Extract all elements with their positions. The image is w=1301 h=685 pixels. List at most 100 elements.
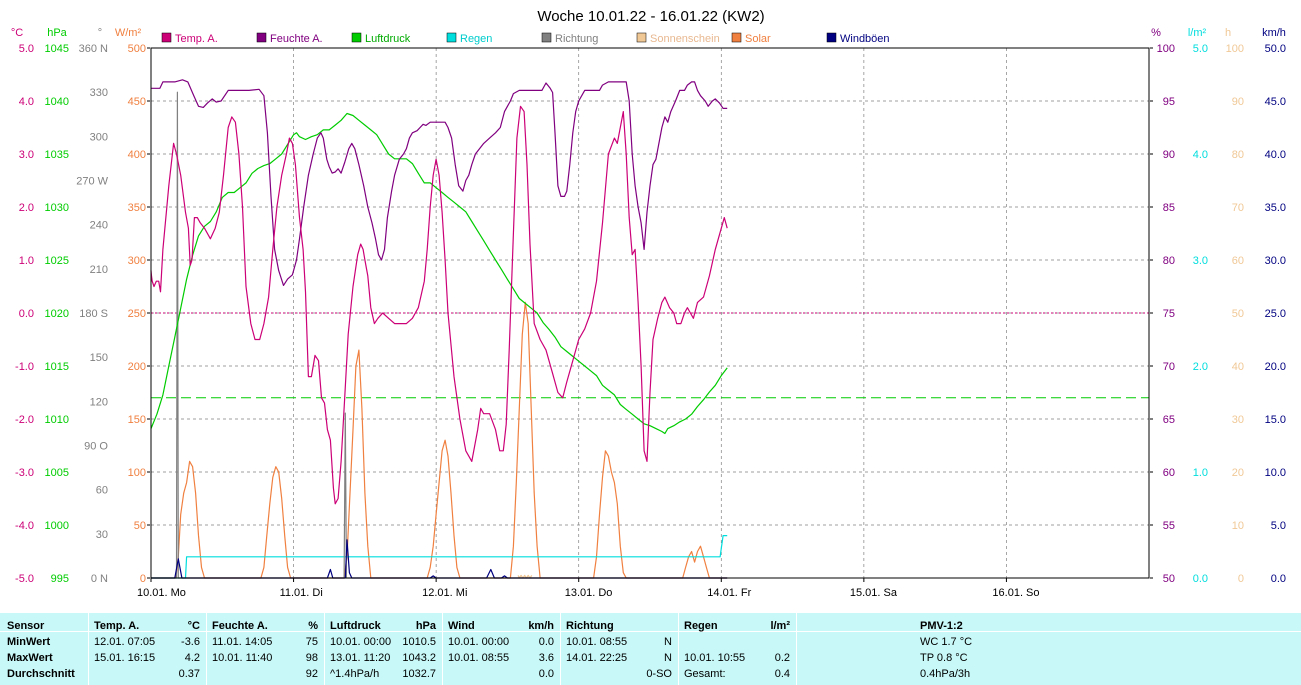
y-tick-direction: 0 N <box>91 573 108 585</box>
y-tick-pressure: 1030 <box>45 202 69 214</box>
stats-divider <box>88 613 89 685</box>
stats-divider <box>442 613 443 685</box>
legend-swatch <box>351 32 362 43</box>
stats-rain-unit: l/m² <box>770 620 790 632</box>
axis-unit-solar: W/m² <box>115 27 142 39</box>
axis-unit-temp: °C <box>11 27 23 39</box>
y-tick-sunshine: 0 <box>1238 573 1244 585</box>
y-tick-gust: 0.0 <box>1271 573 1286 585</box>
stats-pmv-dewpoint: TP 0.8 °C <box>920 652 968 664</box>
weather-chart: Woche 10.01.22 - 16.01.22 (KW2) Temp. A.… <box>11 8 1286 599</box>
stats-dir-avg: 0-SO <box>646 668 672 680</box>
stats-wind-min-time: 10.01. 00:00 <box>448 636 510 648</box>
y-tick-humidity: 50 <box>1163 573 1175 585</box>
stats-row-label: Durchschnitt <box>7 668 75 680</box>
stats-press-avg: 1032.7 <box>402 668 436 680</box>
y-tick-temp: -1.0 <box>15 361 34 373</box>
y-tick-rain: 0.0 <box>1193 573 1208 585</box>
stats-rain-header: Regen <box>684 620 718 632</box>
stats-wind-unit: km/h <box>528 620 554 632</box>
y-tick-gust: 20.0 <box>1265 361 1286 373</box>
y-tick-sunshine: 60 <box>1232 255 1244 267</box>
y-tick-humidity: 60 <box>1163 467 1175 479</box>
x-tick-label: 14.01. Fr <box>707 587 751 599</box>
chart-legend: Temp. A. Feuchte A. Luftdruck Regen Richtung… <box>161 32 890 45</box>
y-tick-direction: 360 N <box>79 43 108 55</box>
y-tick-pressure: 1000 <box>45 520 69 532</box>
y-tick-gust: 10.0 <box>1265 467 1286 479</box>
y-tick-gust: 5.0 <box>1271 520 1286 532</box>
y-tick-rain: 4.0 <box>1193 149 1208 161</box>
y-tick-sunshine: 50 <box>1232 308 1244 320</box>
stats-row-label: MinWert <box>7 636 51 648</box>
y-tick-sunshine: 90 <box>1232 96 1244 108</box>
stats-press-header: Luftdruck <box>330 620 381 632</box>
legend-swatch <box>636 32 647 43</box>
stats-hum-header: Feuchte A. <box>212 620 268 632</box>
y-tick-temp: 2.0 <box>19 202 34 214</box>
stats-temp-max-time: 15.01. 16:15 <box>94 652 156 664</box>
stats-divider <box>796 613 797 685</box>
y-tick-temp: -5.0 <box>15 573 34 585</box>
stats-press-max: 1043.2 <box>402 652 436 664</box>
legend-swatch <box>541 32 552 43</box>
y-tick-direction: 180 S <box>79 308 108 320</box>
stats-row-label: MaxWert <box>7 652 53 664</box>
stats-temp-max: 4.2 <box>184 652 200 664</box>
y-tick-humidity: 95 <box>1163 96 1175 108</box>
y-tick-direction: 300 <box>90 131 108 143</box>
series-line-sonnenschein <box>517 574 533 579</box>
y-tick-pressure: 1045 <box>45 43 69 55</box>
y-tick-direction: 30 <box>96 529 108 541</box>
y-tick-direction: 240 <box>90 220 108 232</box>
stats-table: Sensor MinWert MaxWert Durchschnitt Temp… <box>0 613 1301 685</box>
y-tick-humidity: 70 <box>1163 361 1175 373</box>
stats-divider <box>324 613 325 685</box>
stats-rain-max: 0.2 <box>774 652 790 664</box>
stats-temp-header: Temp. A. <box>94 620 140 632</box>
y-axes: 5.0 4.0 3.0 2.0 1.0 0.0 -1.0 -2.0 -3.0 -4.0 -5.0 10… <box>15 43 1286 585</box>
y-tick-temp: 5.0 <box>19 43 34 55</box>
legend-label: Solar <box>745 33 771 45</box>
x-tick-label: 13.01. Do <box>565 587 613 599</box>
legend-label: Regen <box>460 33 492 45</box>
y-tick-pressure: 995 <box>51 573 69 585</box>
stats-hum-max: 98 <box>305 652 318 664</box>
stats-dir-header: Richtung <box>566 620 614 632</box>
y-tick-temp: 1.0 <box>19 255 34 267</box>
stats-wind-avg: 0.0 <box>538 668 554 680</box>
stats-wind-min: 0.0 <box>538 636 554 648</box>
y-tick-solar: 300 <box>128 255 146 267</box>
legend-swatch <box>256 32 267 43</box>
y-tick-temp: 0.0 <box>19 308 34 320</box>
legend-label: Feuchte A. <box>270 33 323 45</box>
stats-press-trend: ^1.4hPa/h <box>330 668 380 680</box>
y-tick-pressure: 1005 <box>45 467 69 479</box>
y-tick-rain: 1.0 <box>1193 467 1208 479</box>
stats-rain-total-label: Gesamt: <box>684 668 726 680</box>
stats-temp-min: -3.6 <box>181 636 200 648</box>
stats-dir-min: N <box>664 636 672 648</box>
y-tick-solar: 50 <box>134 520 146 532</box>
stats-temp-min-time: 12.01. 07:05 <box>94 636 156 648</box>
stats-hum-min-time: 11.01. 14:05 <box>212 636 273 648</box>
y-tick-direction: 210 <box>90 264 108 276</box>
stats-press-min-time: 10.01. 00:00 <box>330 636 392 648</box>
y-tick-humidity: 65 <box>1163 414 1175 426</box>
y-tick-temp: -3.0 <box>15 467 34 479</box>
y-tick-humidity: 85 <box>1163 202 1175 214</box>
stats-wind-max-time: 10.01. 08:55 <box>448 652 510 664</box>
y-tick-solar: 500 <box>128 43 146 55</box>
axis-unit-pressure: hPa <box>47 27 67 39</box>
stats-pmv-windchill: WC 1.7 °C <box>920 636 973 648</box>
plot-border <box>150 47 1150 579</box>
y-tick-sunshine: 10 <box>1232 520 1244 532</box>
y-tick-humidity: 90 <box>1163 149 1175 161</box>
y-tick-sunshine: 40 <box>1232 361 1244 373</box>
y-tick-temp: -2.0 <box>15 414 34 426</box>
stats-temp-avg: 0.37 <box>178 668 200 680</box>
stats-divider <box>678 613 679 685</box>
stats-temp-unit: °C <box>187 620 200 632</box>
series-line-feuchte-a <box>151 79 728 286</box>
y-tick-humidity: 75 <box>1163 308 1175 320</box>
